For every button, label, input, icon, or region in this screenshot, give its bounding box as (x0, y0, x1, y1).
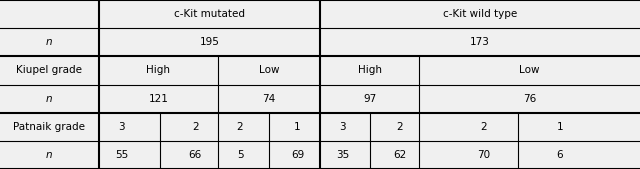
Text: 2: 2 (192, 122, 198, 132)
Text: n: n (46, 37, 52, 47)
Text: c-Kit mutated: c-Kit mutated (174, 9, 245, 19)
Text: n: n (46, 150, 52, 160)
Text: 3: 3 (339, 122, 346, 132)
Text: 69: 69 (291, 150, 304, 160)
Text: 1: 1 (557, 122, 563, 132)
Text: Low: Low (259, 65, 279, 76)
Text: n: n (46, 93, 52, 104)
Text: 3: 3 (118, 122, 125, 132)
Text: Kiupel grade: Kiupel grade (16, 65, 83, 76)
Text: 76: 76 (523, 93, 536, 104)
Text: 2: 2 (397, 122, 403, 132)
Text: c-Kit wild type: c-Kit wild type (443, 9, 517, 19)
Text: 55: 55 (115, 150, 128, 160)
Text: 5: 5 (237, 150, 243, 160)
Text: Low: Low (519, 65, 540, 76)
Text: High: High (147, 65, 170, 76)
Text: 195: 195 (200, 37, 220, 47)
Text: 1: 1 (294, 122, 301, 132)
Text: 97: 97 (363, 93, 376, 104)
Text: High: High (358, 65, 381, 76)
Text: 35: 35 (336, 150, 349, 160)
Text: 2: 2 (480, 122, 486, 132)
Text: 66: 66 (189, 150, 202, 160)
Text: 121: 121 (148, 93, 168, 104)
Text: Patnaik grade: Patnaik grade (13, 122, 85, 132)
Text: 70: 70 (477, 150, 490, 160)
Text: 74: 74 (262, 93, 275, 104)
Text: 6: 6 (557, 150, 563, 160)
Text: 62: 62 (394, 150, 406, 160)
Text: 2: 2 (237, 122, 243, 132)
Text: 173: 173 (470, 37, 490, 47)
